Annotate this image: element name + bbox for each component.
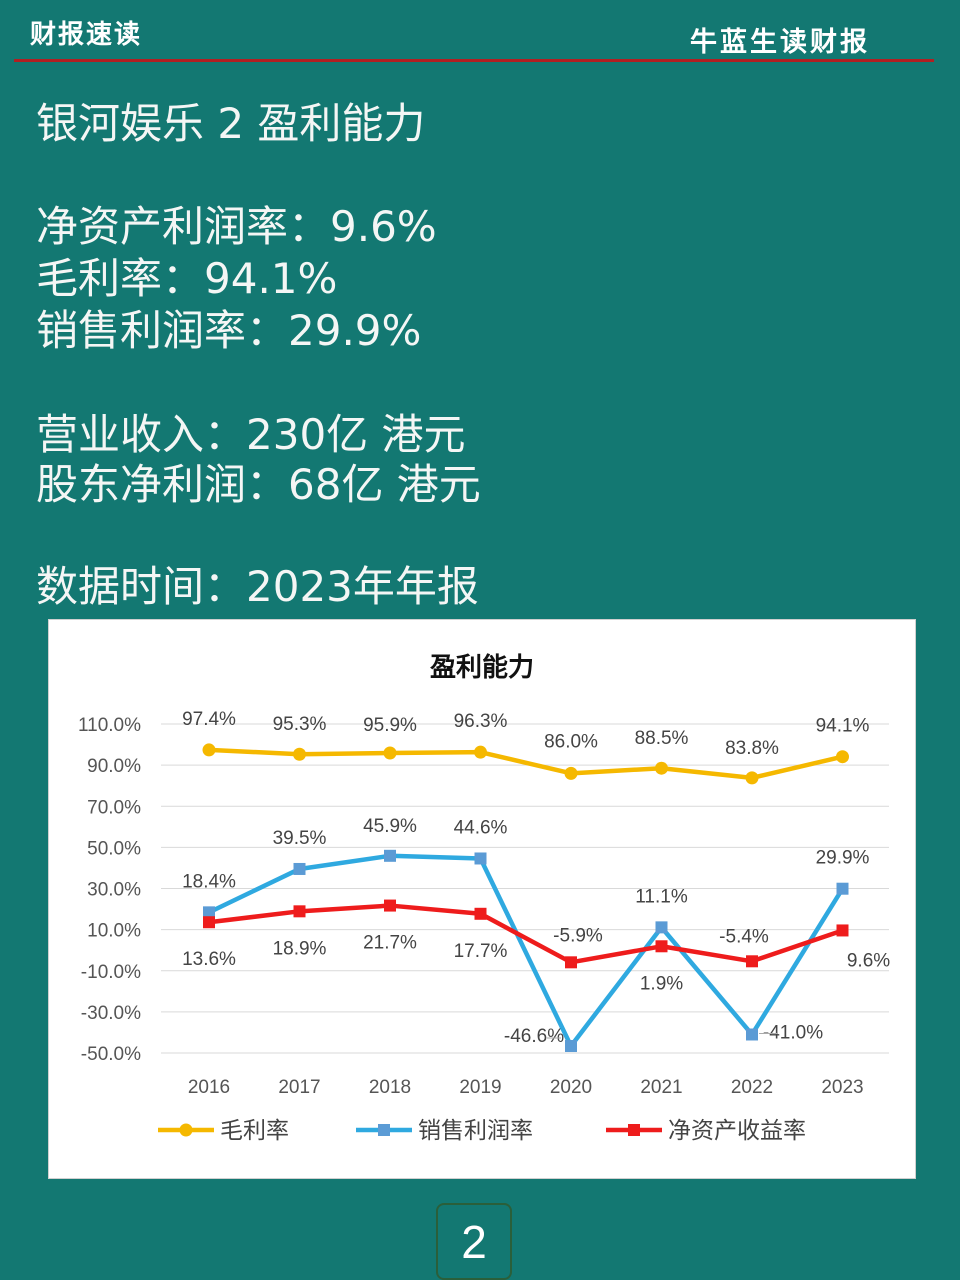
header-divider <box>14 59 934 62</box>
header-left-label: 财报速读 <box>30 20 143 50</box>
revenue-text: 营业收入：230亿 港元 <box>36 410 466 459</box>
chart-panel: 盈利能力 110.0% 90.0% 70.0% 50.0% 30.0% 10.0% -10.… <box>48 619 916 1179</box>
data-point <box>746 1028 758 1041</box>
x-tick-label: 2021 <box>640 1077 682 1098</box>
y-tick-label: -10.0% <box>81 962 141 983</box>
legend-label: 毛利率 <box>220 1118 289 1144</box>
page-number: 2 <box>436 1203 512 1280</box>
legend-marker <box>179 1123 193 1137</box>
series-line <box>208 853 845 1049</box>
x-tick-label: 2022 <box>731 1077 773 1098</box>
data-point <box>384 849 396 862</box>
data-point <box>836 924 849 937</box>
net-margin-text: 销售利润率：29.9% <box>36 306 422 355</box>
y-tick-label: -30.0% <box>81 1003 141 1024</box>
data-label: 39.5% <box>273 828 327 849</box>
data-label: 88.5% <box>635 728 689 749</box>
data-label: 18.4% <box>182 871 236 892</box>
data-label: 95.9% <box>363 715 417 736</box>
data-label: -5.4% <box>719 926 769 947</box>
y-tick-label: -50.0% <box>81 1044 141 1065</box>
chart-legend: 毛利率 销售利润率 净资产收益率 <box>158 1118 806 1144</box>
data-label: 45.9% <box>363 816 417 837</box>
data-label: 86.0% <box>544 731 598 752</box>
data-label: -41.0% <box>763 1022 823 1043</box>
data-label: 11.1% <box>635 886 688 907</box>
y-tick-label: 10.0% <box>87 921 141 942</box>
data-label: 29.9% <box>816 848 870 869</box>
header-right-label: 牛蓝生读财报 <box>690 27 870 58</box>
x-tick-label: 2017 <box>278 1077 320 1098</box>
data-point <box>293 905 306 918</box>
y-tick-label: 70.0% <box>87 797 141 818</box>
data-label: 1.9% <box>640 973 683 994</box>
x-tick-label: 2019 <box>459 1077 501 1098</box>
page-title: 银河娱乐 2 盈利能力 <box>36 99 426 148</box>
data-point <box>384 899 396 912</box>
data-label: -5.9% <box>553 925 603 946</box>
data-label: 96.3% <box>454 711 508 732</box>
data-point <box>836 750 849 764</box>
data-point <box>565 956 577 969</box>
series-line <box>208 747 844 781</box>
x-tick-label: 2018 <box>369 1077 411 1098</box>
data-point <box>293 862 306 875</box>
x-tick-label: 2023 <box>821 1077 863 1098</box>
y-tick-label: 50.0% <box>87 838 141 859</box>
data-label: 21.7% <box>363 933 417 954</box>
data-label: 94.1% <box>816 716 870 737</box>
gross-margin-text: 毛利率：94.1% <box>36 254 338 303</box>
data-point <box>383 746 397 760</box>
data-label: 83.8% <box>725 738 779 759</box>
data-point <box>655 761 668 775</box>
data-point <box>655 921 668 934</box>
x-tick-label: 2016 <box>188 1077 230 1098</box>
y-tick-label: 30.0% <box>87 880 141 901</box>
data-point <box>836 882 849 895</box>
legend-marker <box>378 1124 390 1136</box>
x-tick-label: 2020 <box>550 1077 592 1098</box>
data-point <box>202 743 216 757</box>
legend-label: 销售利润率 <box>418 1118 533 1144</box>
data-label: 17.7% <box>454 941 508 962</box>
data-point <box>565 1040 577 1053</box>
series-line <box>208 903 844 965</box>
data-point <box>203 906 215 919</box>
data-point <box>655 940 668 953</box>
data-point <box>203 916 215 929</box>
data-point <box>564 766 578 780</box>
data-point <box>474 852 487 865</box>
y-tick-label: 110.0% <box>78 715 141 736</box>
data-point <box>474 745 487 759</box>
profitability-chart: 盈利能力 110.0% 90.0% 70.0% 50.0% 30.0% 10.0% -10.… <box>78 652 890 1098</box>
net-profit-text: 股东净利润：68亿 港元 <box>36 460 481 509</box>
data-point <box>745 771 759 785</box>
y-tick-label: 90.0% <box>87 756 141 777</box>
data-time-text: 数据时间：2023年年报 <box>36 562 479 611</box>
data-label: 13.6% <box>182 949 236 970</box>
data-label: 44.6% <box>454 817 508 838</box>
data-label: 95.3% <box>273 714 327 735</box>
roe-text: 净资产利润率：9.6% <box>36 202 437 251</box>
data-label: 18.9% <box>273 938 327 959</box>
data-label: 97.4% <box>182 709 236 730</box>
chart-title: 盈利能力 <box>429 652 534 683</box>
data-point <box>474 907 487 920</box>
legend-marker <box>628 1124 640 1136</box>
data-label: 9.6% <box>847 950 890 971</box>
data-point <box>293 747 306 761</box>
legend-label: 净资产收益率 <box>668 1118 806 1144</box>
data-point <box>746 955 758 968</box>
data-label: -46.6% <box>504 1026 564 1047</box>
